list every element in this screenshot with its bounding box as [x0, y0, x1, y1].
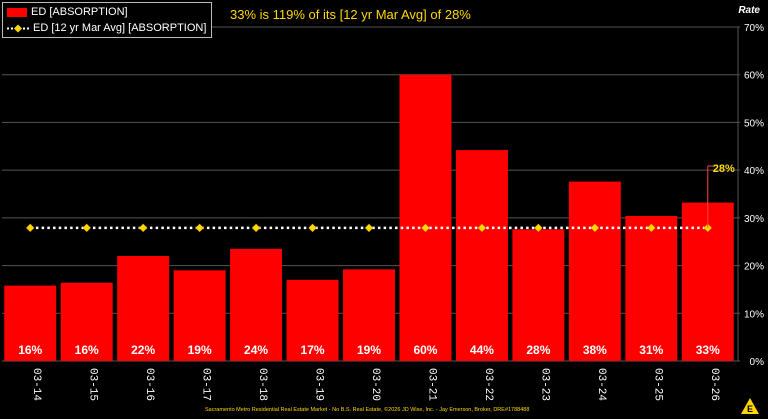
avg-point: [308, 223, 317, 233]
bar-data-label: 60%: [413, 343, 437, 357]
avg-point: [138, 223, 148, 233]
bar: [512, 229, 565, 361]
avg-point: [82, 223, 92, 233]
x-tick-label: 03-14: [30, 368, 42, 401]
bar-data-label: 17%: [301, 343, 325, 357]
y-tick-label: 10%: [744, 309, 764, 320]
legend-avg-label: ED [12 yr Mar Avg] [ABSORPTION]: [33, 22, 207, 34]
avg-point: [364, 223, 374, 233]
x-tick-label: 03-20: [369, 368, 381, 401]
bars: 16% 16% 22% 19% 24% 17% 19% 60% 44% 28% 38% 31% 33%: [4, 74, 734, 361]
avg-point: [25, 223, 35, 233]
footer-credit: Sacramento Metro Residential Real Estate…: [205, 407, 530, 413]
svg-text:E: E: [747, 404, 753, 414]
y-axis-title: Rate: [738, 5, 760, 16]
bar: [286, 279, 339, 361]
avg-point: [534, 223, 543, 233]
x-tick-labels: 03-14 03-15 03-16 03-17 03-18 03-19 03-20 03-21…: [30, 368, 720, 401]
avg-point: [421, 223, 430, 233]
bar: [625, 215, 678, 361]
bar-data-label: 19%: [357, 343, 381, 357]
avg-point: [251, 223, 261, 233]
bar: [60, 282, 113, 361]
legend-avg-swatch: [7, 24, 29, 33]
bar: [173, 270, 226, 361]
bar-data-label: 16%: [75, 343, 99, 357]
legend-entry-bar: ED [ABSORPTION]: [7, 5, 128, 19]
avg-point: [477, 223, 487, 233]
logo-icon: E: [741, 398, 759, 414]
y-tick-label: 20%: [744, 262, 764, 273]
y-tick-label: 70%: [744, 23, 764, 34]
x-tick-label: 03-24: [595, 368, 607, 401]
bar: [230, 248, 283, 361]
x-tick-label: 03-22: [482, 368, 494, 401]
x-tick-label: 03-15: [87, 368, 99, 401]
x-tick-label: 03-16: [143, 368, 155, 401]
legend: ED [ABSORPTION] ED [12 yr Mar Avg] [ABSO…: [2, 2, 212, 38]
bar-data-label: 22%: [131, 343, 155, 357]
y-tick-label: 0%: [750, 357, 765, 368]
bar-data-label: 16%: [18, 343, 42, 357]
bar: [117, 256, 170, 361]
y-tick-labels: 0% 10% 20% 30% 40% 50% 60% 70%: [744, 23, 764, 368]
bar-data-label: 28%: [526, 343, 550, 357]
legend-bar-swatch: [7, 7, 27, 17]
avg-point: [590, 223, 600, 233]
bar: [568, 181, 621, 361]
x-tick-label: 03-21: [425, 368, 437, 401]
bar-data-label: 19%: [188, 343, 212, 357]
chart-headline: 33% is 119% of its [12 yr Mar Avg] of 28…: [230, 7, 471, 22]
avg-callout: 28%: [707, 163, 735, 228]
bar: [343, 269, 395, 361]
bar-data-label: 38%: [583, 343, 607, 357]
y-tick-label: 40%: [744, 166, 764, 177]
bar-data-label: 33%: [696, 343, 720, 357]
legend-entry-avg: ED [12 yr Mar Avg] [ABSORPTION]: [7, 21, 206, 35]
y-tick-label: 50%: [744, 118, 764, 129]
bar-data-label: 31%: [639, 343, 663, 357]
legend-bar-label: ED [ABSORPTION]: [31, 6, 128, 18]
bar: [399, 74, 452, 361]
y-tick-label: 60%: [744, 71, 764, 82]
bar: [455, 150, 508, 361]
avg-point: [195, 223, 204, 233]
x-tick-label: 03-26: [708, 368, 720, 401]
y-tick-label: 30%: [744, 214, 764, 225]
bar-data-label: 24%: [244, 343, 268, 357]
avg-line: [25, 223, 713, 233]
x-tick-label: 03-18: [256, 368, 268, 401]
bar-data-label: 44%: [470, 343, 494, 357]
x-tick-label: 03-25: [651, 368, 663, 401]
x-tick-label: 03-19: [313, 368, 325, 401]
bar: [4, 285, 57, 361]
callout-label: 28%: [713, 163, 735, 175]
avg-point: [646, 223, 656, 233]
x-tick-label: 03-17: [200, 368, 212, 401]
x-tick-label: 03-23: [538, 368, 550, 401]
